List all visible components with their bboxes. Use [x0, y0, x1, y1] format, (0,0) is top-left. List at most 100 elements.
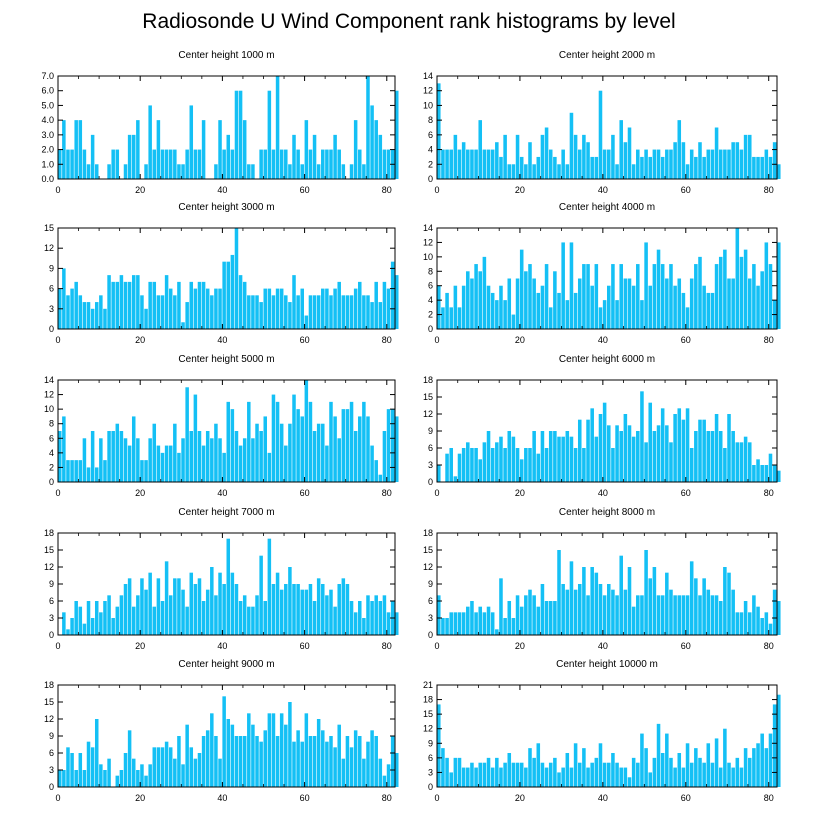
- bar: [607, 425, 611, 482]
- bar: [259, 741, 263, 787]
- bar: [486, 606, 491, 635]
- bar: [573, 589, 578, 635]
- bar: [316, 164, 321, 179]
- y-tick-label: 9: [49, 731, 54, 741]
- bar: [735, 612, 740, 635]
- bar: [731, 431, 735, 482]
- bar: [205, 288, 210, 329]
- panel-title: Center height 4000 m: [559, 202, 655, 213]
- bar: [743, 134, 748, 179]
- bar: [461, 767, 466, 787]
- bar: [449, 448, 453, 482]
- bar: [553, 431, 557, 482]
- bar: [148, 281, 152, 329]
- y-tick-label: 6: [49, 596, 54, 606]
- bar: [127, 730, 132, 787]
- bar: [140, 764, 144, 787]
- bar: [677, 120, 682, 179]
- x-tick-label: 60: [300, 793, 310, 803]
- bar: [536, 292, 541, 329]
- x-tick-label: 0: [55, 185, 60, 195]
- bar: [210, 438, 214, 482]
- bar: [598, 414, 603, 482]
- bar: [669, 442, 673, 482]
- bar: [602, 300, 607, 329]
- x-tick-label: 20: [135, 488, 145, 498]
- bar: [648, 772, 653, 787]
- bar: [640, 595, 644, 635]
- bar: [378, 134, 383, 179]
- bar: [292, 584, 296, 635]
- bar: [94, 467, 99, 482]
- bar: [648, 156, 653, 179]
- bar: [185, 149, 189, 179]
- bar: [519, 606, 524, 635]
- bar: [271, 584, 276, 635]
- x-tick-label: 20: [515, 185, 525, 195]
- bar: [177, 578, 181, 635]
- bar: [136, 120, 140, 179]
- bar: [115, 606, 120, 635]
- bar: [453, 612, 458, 635]
- y-tick-label: 15: [44, 545, 54, 555]
- bar: [739, 442, 744, 482]
- bar: [395, 416, 399, 482]
- bar: [341, 758, 346, 787]
- y-tick-label: 12: [423, 86, 433, 96]
- bar: [557, 550, 561, 635]
- bar: [82, 770, 87, 787]
- bar: [308, 149, 313, 179]
- bar: [743, 748, 748, 787]
- bar: [698, 419, 702, 482]
- bar: [482, 149, 487, 179]
- bar: [382, 281, 387, 329]
- bar: [727, 572, 731, 635]
- bar: [329, 401, 333, 482]
- bar: [173, 149, 177, 179]
- bar: [127, 134, 132, 179]
- x-tick-label: 20: [515, 335, 525, 345]
- bar: [540, 431, 545, 482]
- bar: [349, 601, 354, 635]
- bar: [378, 302, 383, 329]
- bar: [602, 762, 607, 787]
- bar: [631, 606, 636, 635]
- y-tick-label: 6: [428, 281, 433, 291]
- bar: [103, 308, 107, 329]
- bar: [82, 302, 87, 329]
- bar: [490, 448, 495, 482]
- bar: [669, 757, 673, 787]
- bar: [636, 762, 640, 787]
- bar: [131, 134, 136, 179]
- bar: [197, 753, 202, 787]
- bar: [441, 149, 445, 179]
- bar: [111, 618, 115, 635]
- bar: [374, 460, 378, 482]
- bar: [374, 281, 378, 329]
- bar: [540, 762, 545, 787]
- bar: [519, 459, 524, 482]
- bar: [573, 448, 578, 482]
- bar: [565, 300, 570, 329]
- bar: [99, 612, 103, 635]
- bar: [627, 567, 632, 635]
- bar: [263, 288, 267, 329]
- bar: [598, 584, 603, 635]
- bar: [437, 465, 441, 482]
- bar: [511, 762, 516, 787]
- bar: [70, 149, 74, 179]
- y-tick-label: 6.0: [41, 86, 54, 96]
- bar: [144, 164, 148, 179]
- bar: [698, 142, 702, 179]
- bar: [499, 578, 503, 635]
- bar: [474, 448, 478, 482]
- y-tick-label: 0: [428, 174, 433, 184]
- bar: [160, 747, 165, 787]
- bar: [136, 595, 140, 635]
- bar: [267, 538, 272, 635]
- bar: [189, 747, 194, 787]
- bar: [536, 743, 541, 787]
- bar: [760, 733, 764, 787]
- bar: [752, 465, 756, 482]
- bar: [181, 164, 185, 179]
